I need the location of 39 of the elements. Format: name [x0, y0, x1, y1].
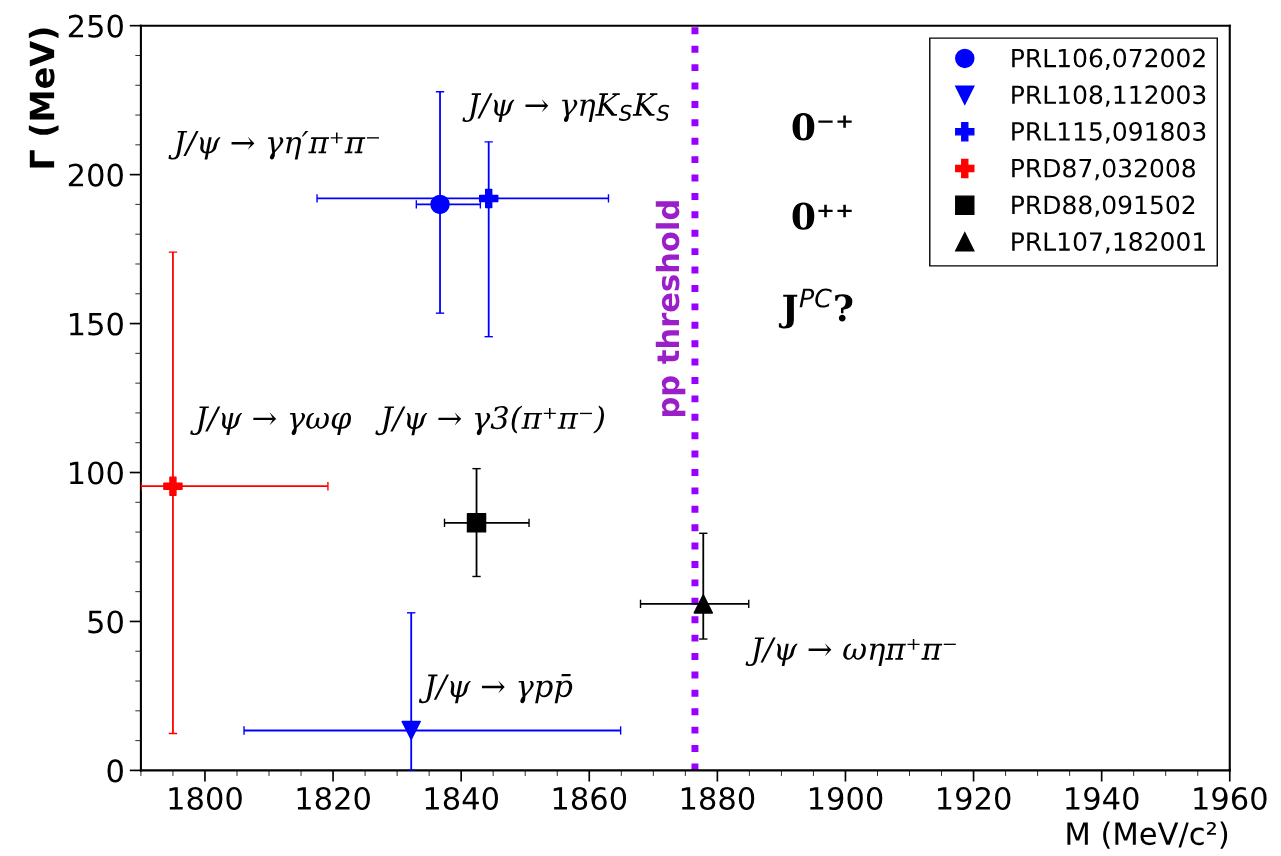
y-tick-label: 200: [68, 163, 123, 187]
annotation: J$^{PC}$?: [778, 288, 853, 329]
legend-label: PRL106,072002: [1012, 48, 1205, 71]
y-tick-label: 150: [69, 312, 123, 336]
point: [430, 194, 450, 215]
y-tick-label: 250: [68, 14, 123, 38]
annotation: J/ψ → ωηπ⁺π⁻: [745, 637, 956, 667]
y-tick-label: 0: [107, 759, 123, 783]
point: [693, 594, 714, 614]
x-tick-label: 1800: [169, 786, 242, 811]
point: [478, 188, 499, 209]
point: [466, 513, 487, 533]
x-tick-label: 1860: [553, 786, 627, 811]
annotation: J/ψ → γωφ: [190, 406, 352, 436]
legend-label: PRL108,112003: [1012, 85, 1206, 107]
legend-label: PRD87,032008: [1012, 158, 1195, 181]
x-tick-label: 1940: [1066, 786, 1139, 811]
y-tick-label: 50: [88, 610, 123, 634]
x-tick-label: 1880: [681, 786, 755, 811]
legend-label: PRD88,091502: [1012, 195, 1195, 217]
x-tick-label: 1820: [297, 786, 370, 811]
x-tick-label: 1920: [938, 786, 1011, 811]
legend-label: PRL107,182001: [1012, 232, 1205, 254]
annotation: J/ψ → γ3(π⁺π⁻): [375, 405, 605, 436]
point: [163, 476, 183, 496]
x-tick-label: 1900: [809, 786, 883, 811]
x-tick-label: 1960: [1194, 786, 1267, 811]
annotation: 0⁻⁺: [792, 113, 852, 141]
annotation: J/ψ → γpp̄: [418, 674, 573, 704]
point: [401, 720, 421, 741]
legend-label: PRL115,091803: [1012, 122, 1206, 144]
x-tick-label: 1840: [425, 786, 499, 811]
annotation: J/ψ → γη′π⁺π⁻: [168, 130, 379, 160]
annotation: J/ψ → γηK$_{S}$K$_{S}$: [462, 93, 670, 123]
x-axis-title: M (MeV/c²): [1067, 821, 1228, 849]
y-axis-title: Γ (MeV): [28, 28, 59, 168]
ref-line-label: pp threshold: [655, 201, 686, 417]
y-tick-label: 100: [69, 461, 123, 485]
annotation: 0⁺⁺: [792, 202, 852, 230]
